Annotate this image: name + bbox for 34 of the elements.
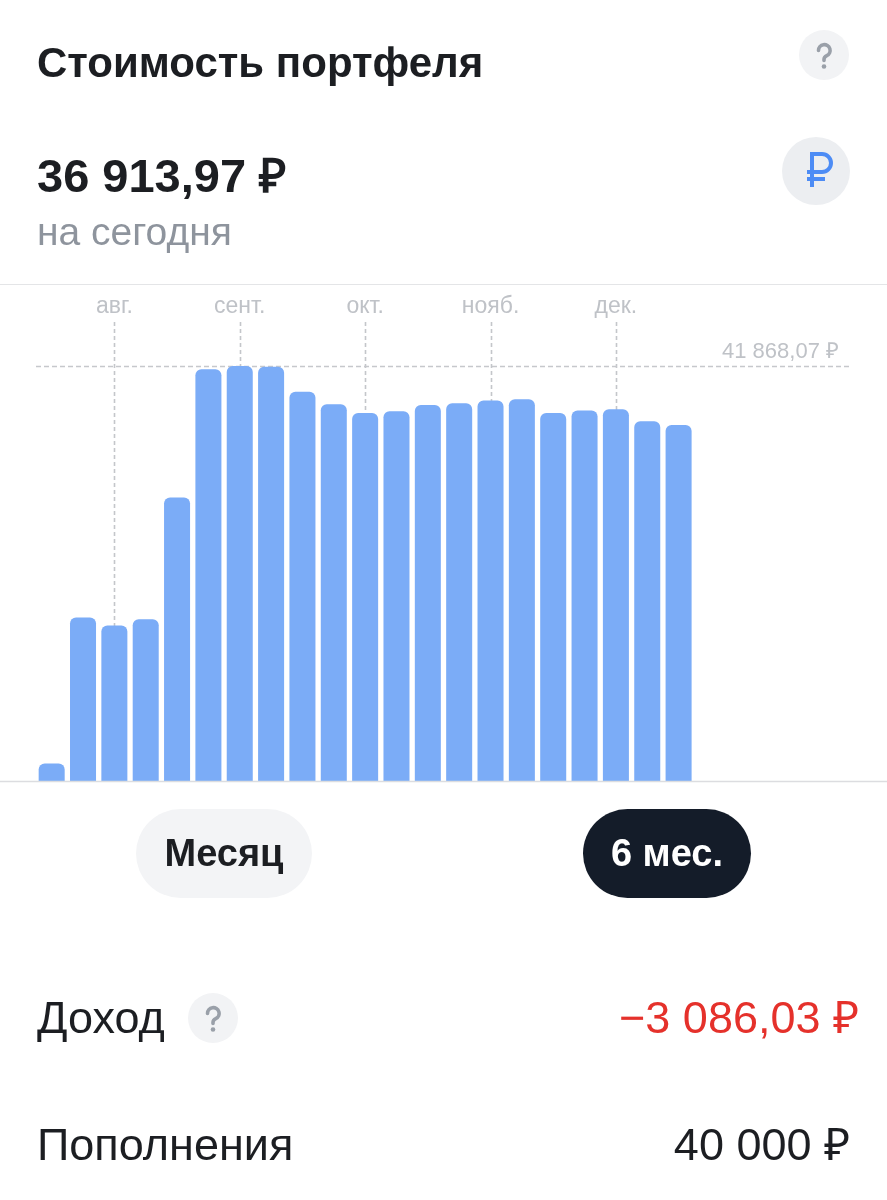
bar bbox=[571, 410, 598, 781]
x-tick-label: нояб. bbox=[461, 292, 520, 319]
bar bbox=[352, 412, 379, 781]
bar bbox=[289, 391, 316, 781]
bar bbox=[101, 625, 128, 781]
x-tick-label: сент. bbox=[214, 292, 266, 319]
bar bbox=[446, 403, 473, 781]
text: 40 000 ₽ bbox=[673, 1119, 850, 1170]
bar bbox=[414, 405, 441, 781]
bar bbox=[38, 763, 65, 781]
bar bbox=[226, 366, 253, 781]
x-tick-label: авг. bbox=[95, 292, 133, 319]
bar bbox=[540, 412, 567, 781]
text: на сегодня bbox=[37, 210, 232, 253]
bar bbox=[665, 424, 692, 781]
bar bbox=[258, 366, 285, 781]
chart-subtitle: 36 913,97 ₽ bbox=[37, 149, 287, 202]
bar bbox=[70, 617, 97, 781]
bar bbox=[164, 497, 191, 781]
bar bbox=[634, 421, 661, 781]
bar bbox=[320, 404, 347, 781]
bar bbox=[508, 399, 535, 781]
ref-line-label: 41 868,07 ₽ bbox=[722, 337, 839, 363]
bar bbox=[383, 411, 410, 781]
bar bbox=[195, 369, 222, 781]
bar bbox=[132, 619, 159, 781]
text: Доход bbox=[37, 992, 165, 1043]
text: Пополнения bbox=[37, 1119, 294, 1170]
x-tick-label: дек. bbox=[594, 292, 638, 319]
chart-title: Стоимость портфеля bbox=[37, 39, 484, 86]
text: −3 086,03 ₽ bbox=[619, 992, 859, 1043]
bar bbox=[477, 400, 504, 781]
bar bbox=[602, 409, 629, 781]
x-tick-label: окт. bbox=[346, 292, 384, 319]
